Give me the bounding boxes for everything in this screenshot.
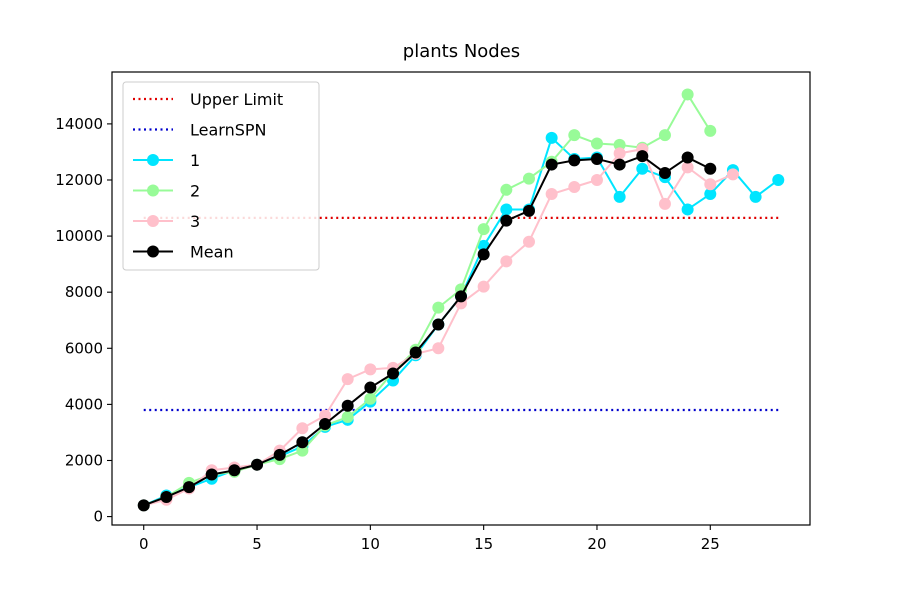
y-tick-label: 4000: [65, 395, 103, 413]
series-1-point: [545, 131, 558, 144]
series-3-point: [658, 197, 671, 210]
series-3-point: [590, 173, 603, 186]
series-3-point: [545, 188, 558, 201]
series-3-point: [522, 235, 535, 248]
y-tick-label: 8000: [65, 283, 103, 301]
series-4-point: [590, 152, 603, 165]
series-2-point: [613, 138, 626, 151]
series-4-point: [658, 166, 671, 179]
series-4-point: [160, 490, 173, 503]
series-2-point: [681, 88, 694, 101]
series-2-point: [590, 137, 603, 150]
series-4-point: [205, 468, 218, 481]
series-3-point: [613, 147, 626, 160]
series-4-point: [251, 458, 264, 471]
series-4-point: [522, 204, 535, 217]
x-tick-label: 25: [701, 535, 720, 553]
series-3-point: [726, 168, 739, 181]
series-4-point: [319, 418, 332, 431]
series-4-point: [568, 154, 581, 167]
series-2-point: [477, 223, 490, 236]
legend-label: 2: [190, 182, 200, 201]
series-4-point: [273, 448, 286, 461]
series-2-point: [500, 183, 513, 196]
y-tick-label: 6000: [65, 339, 103, 357]
legend-marker: [147, 245, 159, 258]
series-2-point: [296, 444, 309, 457]
series-4-point: [341, 399, 354, 412]
series-1-point: [500, 203, 513, 216]
series-4-point: [364, 381, 377, 394]
series-1-point: [749, 190, 762, 203]
legend-label: Mean: [190, 243, 234, 262]
series-4-point: [477, 248, 490, 261]
series-1-point: [636, 162, 649, 175]
series-4-point: [409, 346, 422, 359]
series-4-point: [296, 436, 309, 449]
series-2-point: [704, 124, 717, 137]
series-1-point: [772, 173, 785, 186]
series-1-point: [704, 188, 717, 201]
series-4-point: [455, 290, 467, 303]
series-3-point: [296, 422, 309, 435]
series-3-point: [319, 409, 332, 422]
series-4-point: [681, 151, 694, 164]
series-3-point: [500, 255, 513, 268]
series-4-point: [704, 162, 717, 175]
series-4-point: [545, 158, 558, 171]
axes-frame: [111, 71, 811, 526]
legend-label: Upper Limit: [190, 90, 283, 109]
series-3-point: [432, 342, 445, 355]
legend-label: LearnSPN: [190, 121, 267, 140]
legend-label: 1: [190, 151, 200, 170]
x-tick-label: 5: [252, 535, 262, 553]
x-tick-label: 0: [139, 535, 149, 553]
series-4-point: [613, 158, 626, 171]
y-tick-label: 14000: [55, 115, 103, 133]
legend-label: 3: [190, 212, 200, 231]
series-2-point: [522, 172, 535, 185]
y-tick-label: 0: [93, 508, 103, 526]
series-4-point: [137, 499, 150, 512]
legend-marker: [147, 215, 159, 227]
x-tick-label: 15: [474, 535, 493, 553]
series-2-point: [432, 301, 445, 314]
series-1-point: [613, 190, 626, 203]
series-4-point: [228, 464, 241, 477]
series-2-point: [364, 392, 377, 405]
legend-marker: [147, 184, 159, 197]
series-1-point: [681, 203, 694, 216]
y-tick-label: 2000: [65, 451, 103, 469]
series-3-point: [704, 178, 717, 191]
y-tick-label: 10000: [55, 227, 103, 245]
series-3-point: [568, 181, 581, 194]
chart-title: plants Nodes: [403, 41, 520, 62]
x-tick-label: 10: [361, 535, 380, 553]
series-4-point: [636, 150, 649, 163]
series-2-point: [568, 129, 581, 142]
y-tick-label: 12000: [55, 171, 103, 189]
series-3-point: [341, 373, 354, 386]
series-2-point: [658, 129, 671, 142]
series-4-point: [500, 214, 513, 227]
series-4-point: [432, 318, 445, 331]
legend: Upper Limit LearnSPN 1 2 3 Mean: [122, 81, 320, 271]
axes: 0 5 10 15 20 25 0 2000 4000 6000 8000 10000 12000 140…: [55, 71, 811, 553]
series-4-point: [183, 481, 196, 494]
series-2-point: [341, 411, 354, 424]
series-3-point: [681, 161, 694, 174]
series-3-point: [477, 280, 490, 293]
series-3-point: [364, 363, 377, 376]
legend-marker: [147, 154, 159, 166]
x-tick-label: 20: [587, 535, 606, 553]
plot-area: [137, 88, 785, 512]
series-4-point: [387, 367, 400, 380]
